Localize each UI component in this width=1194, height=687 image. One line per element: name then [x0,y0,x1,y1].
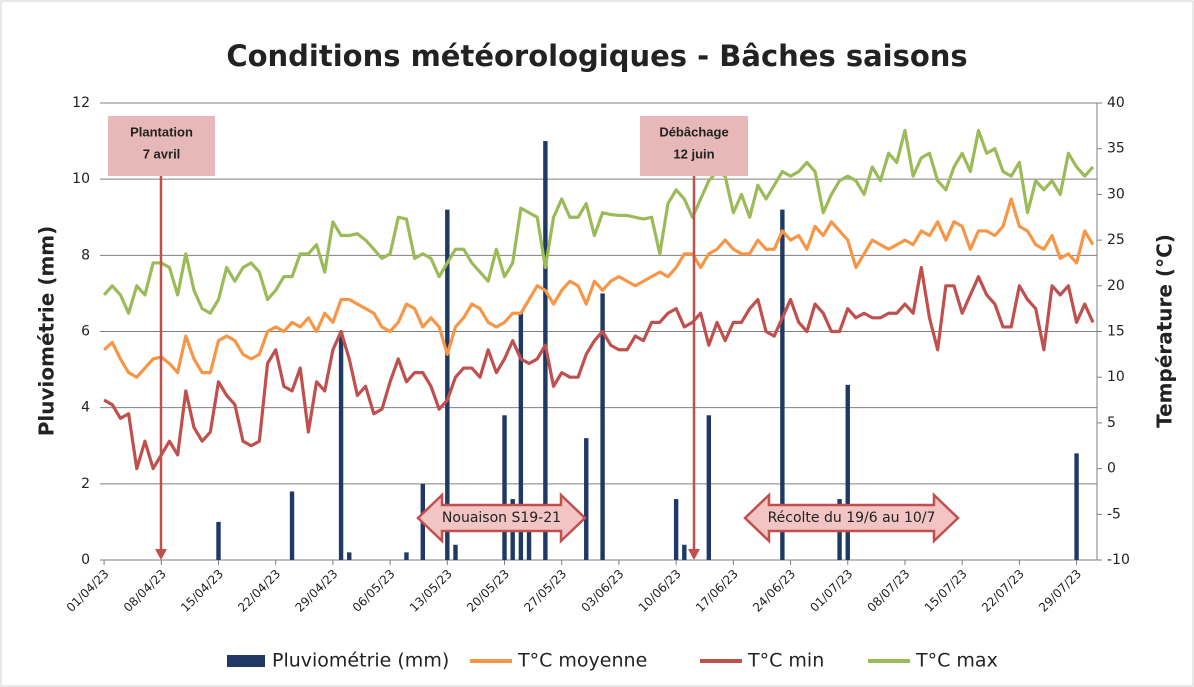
y-tick-label: 6 [81,324,90,340]
bar [518,312,524,560]
y-tick-label: 10 [72,171,90,187]
legend-label: T°C min [747,650,824,672]
y-tick-label: 0 [81,552,90,568]
y-axis-label: Pluviométrie (mm) [35,226,59,437]
annotation-text: 12 juin [673,146,714,161]
y-tick-label: 4 [81,400,90,416]
bar [706,415,712,560]
line [103,265,1095,471]
y2-tick-label: 35 [1107,141,1125,157]
line [103,197,1095,379]
bar [780,209,785,560]
bar [338,331,344,560]
y2-axis-label: Température (°C) [1153,234,1177,428]
annotation-arrowhead [155,549,167,560]
bar [445,209,450,560]
annotation-double-arrow [416,492,587,544]
annotation-text: Nouaison S19-21 [442,510,561,526]
bar [289,491,295,560]
annotation-text: Plantation [130,124,193,139]
annotation-text: 7 avril [143,146,181,161]
bar [673,499,679,560]
y-tick-label: 2 [81,476,90,492]
chart-title: Conditions météorologiques - Bâches sais… [226,39,967,73]
y2-tick-label: 40 [1107,95,1125,111]
y2-tick-label: 25 [1107,232,1125,248]
bar [600,293,605,560]
annotation-text: Débâchage [659,124,728,139]
bar [845,384,850,560]
bar [453,544,458,560]
bar [1074,453,1079,560]
legend-label: T°C max [915,650,998,672]
y2-tick-label: -10 [1107,552,1130,568]
annotation-box [108,116,215,176]
y2-tick-label: 20 [1107,278,1125,294]
y2-tick-label: 0 [1107,461,1116,477]
y2-tick-label: 15 [1107,324,1125,340]
legend-swatch [227,655,265,667]
annotation-arrowhead [688,549,700,560]
line [102,128,1095,315]
bar [682,544,687,560]
annotation-text: Récolte du 19/6 au 10/7 [768,510,936,526]
bar [502,415,507,560]
bar [404,552,409,560]
legend-label: Pluviométrie (mm) [272,650,449,672]
y2-tick-label: 10 [1107,369,1125,385]
bar [526,521,532,560]
y2-tick-label: 30 [1107,186,1125,202]
bar [216,521,221,560]
legend-label: T°C moyenne [517,650,647,672]
y2-tick-label: -5 [1107,506,1121,522]
annotation-box [640,116,748,176]
bar [584,438,589,560]
y-tick-label: 12 [72,95,90,111]
y2-tick-label: 5 [1107,415,1116,431]
annotation-double-arrow [743,492,960,544]
y-tick-label: 8 [81,247,90,263]
bar [347,552,352,560]
